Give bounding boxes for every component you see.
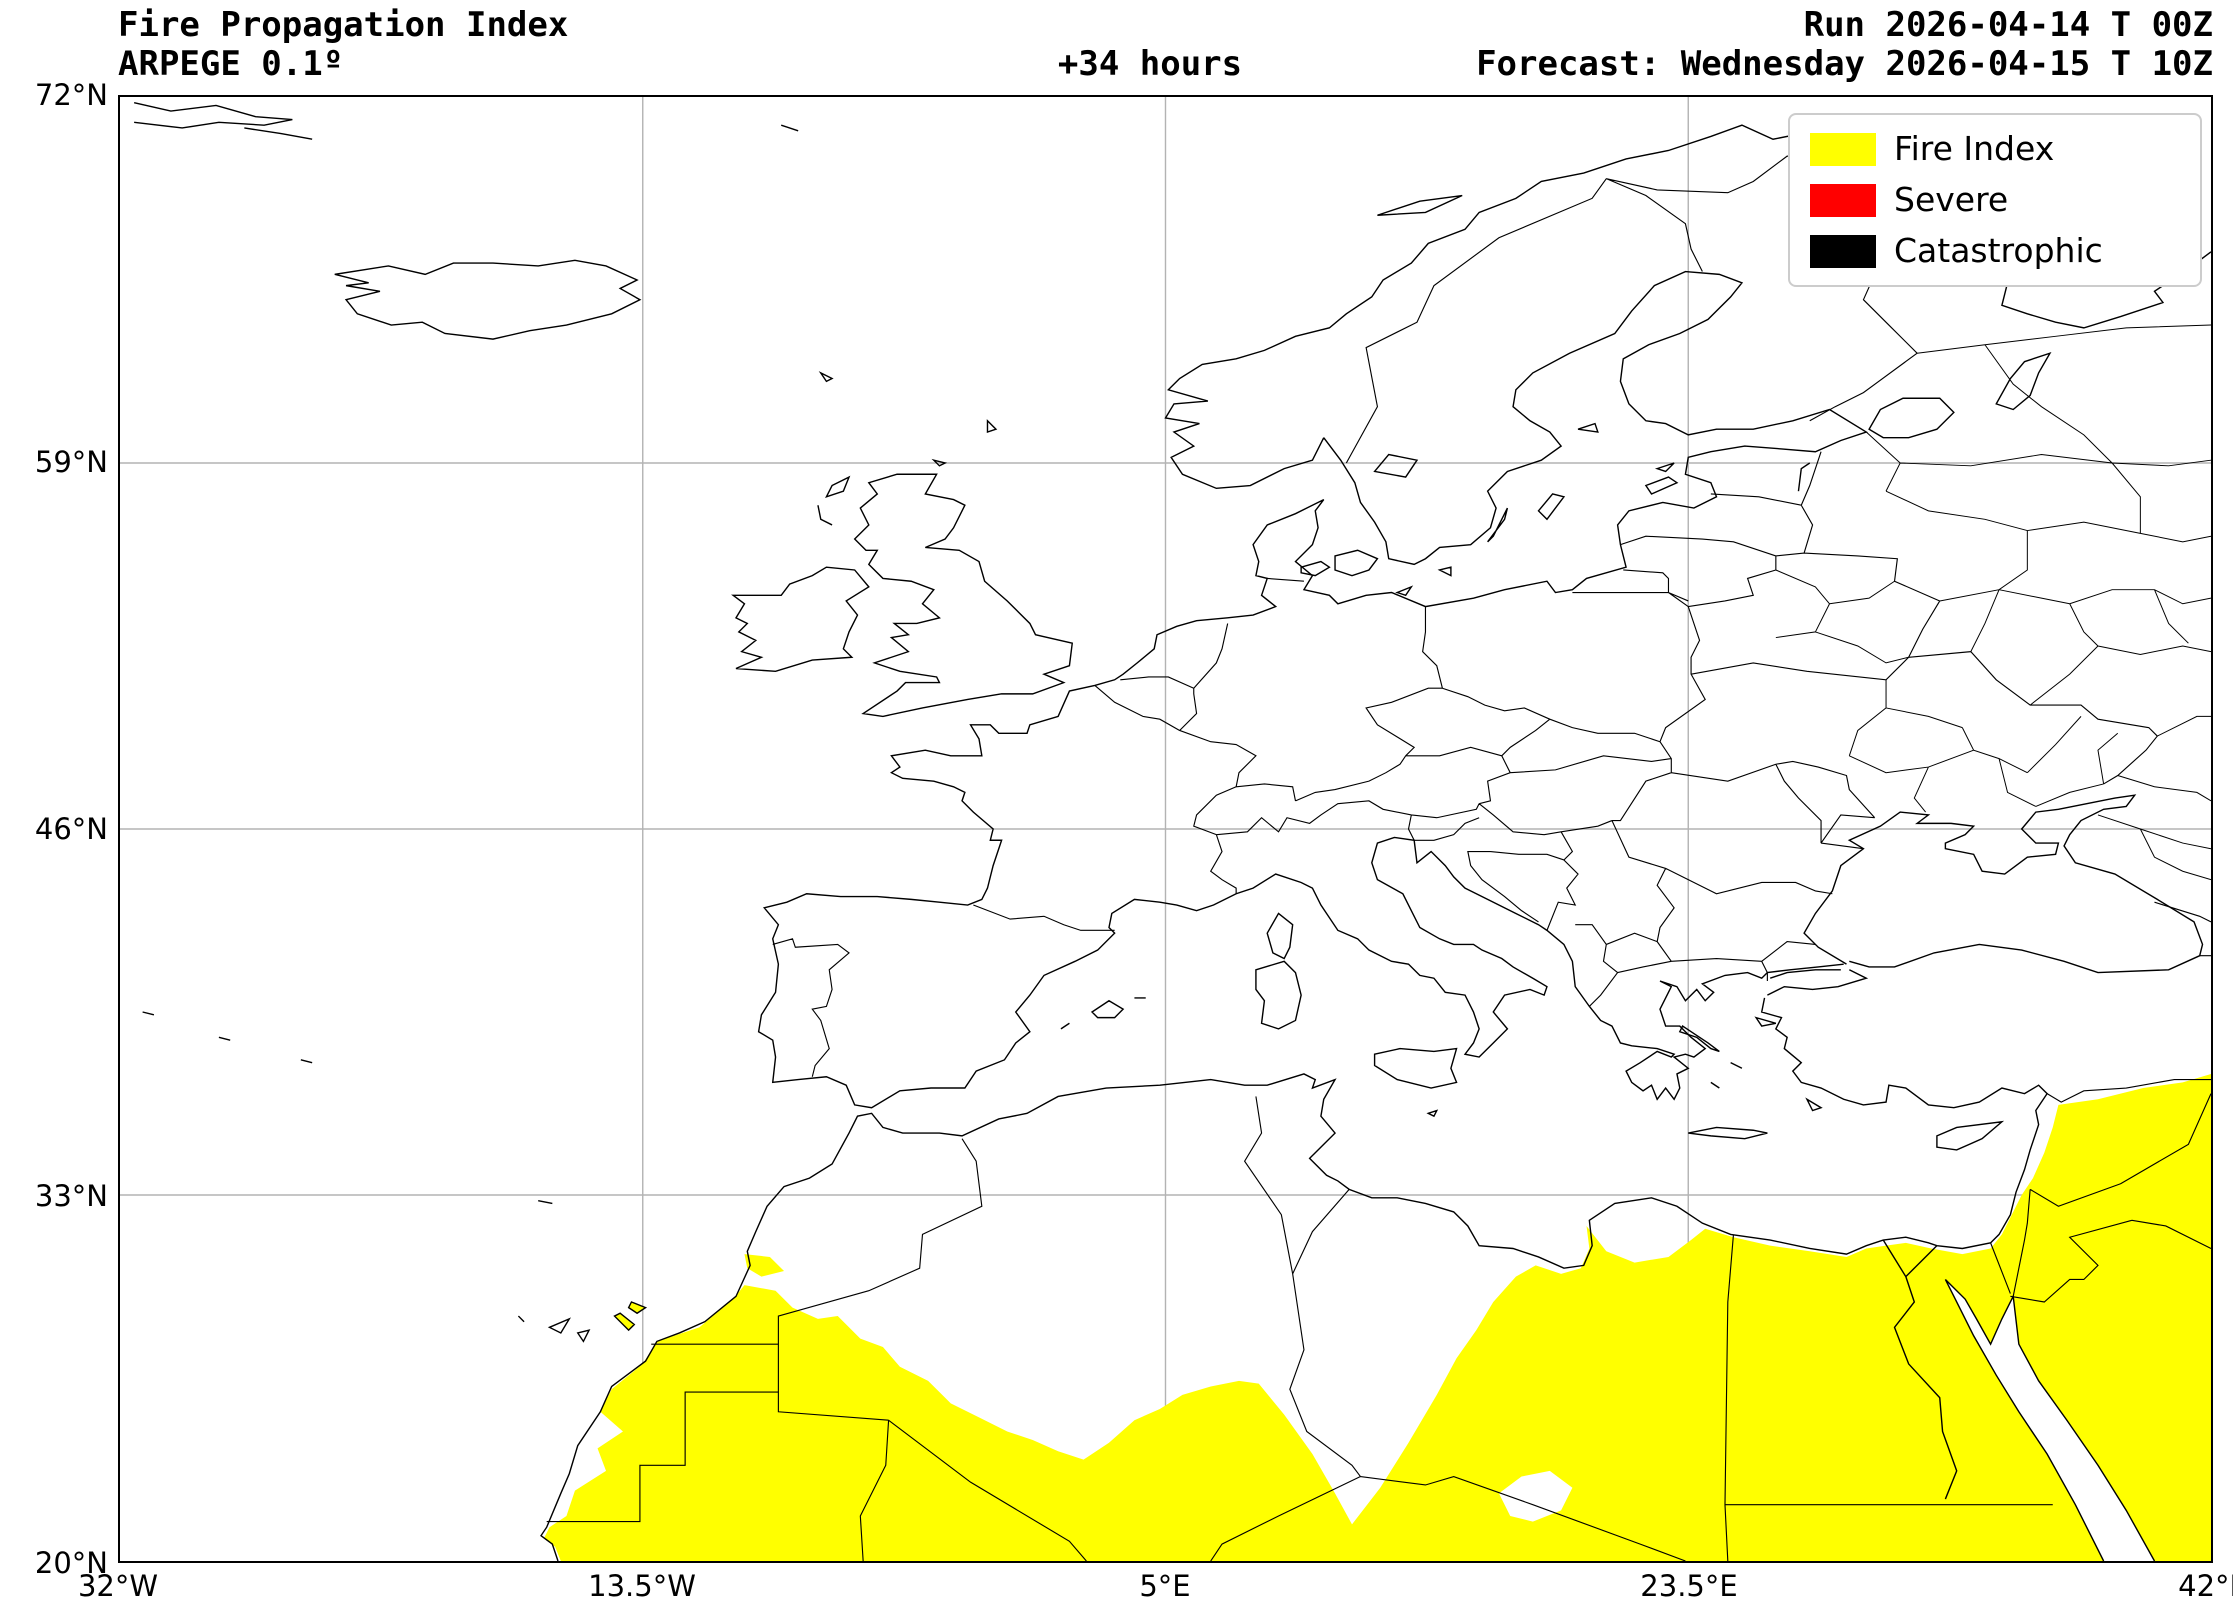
admin-borders-mesh bbox=[1775, 324, 2211, 881]
y-tick-20n: 20°N bbox=[34, 1546, 108, 1580]
title-block: Fire Propagation Index ARPEGE 0.1º bbox=[118, 6, 568, 84]
map-svg bbox=[120, 97, 2211, 1561]
x-tick-42e: 42°E bbox=[2178, 1569, 2233, 1603]
tibesti-overlay bbox=[1498, 1470, 1573, 1522]
legend-label-catastrophic: Catastrophic bbox=[1894, 231, 2103, 270]
run-info-block: Run 2026-04-14 T 00Z Forecast: Wednesday … bbox=[1476, 6, 2213, 84]
y-tick-72n: 72°N bbox=[34, 78, 108, 112]
x-tick-32w: 32°W bbox=[77, 1569, 159, 1603]
fire-index-region bbox=[543, 1073, 2211, 1561]
legend-item-severe: Severe bbox=[1810, 182, 2180, 218]
country-borders-africa-mideast bbox=[546, 1079, 2211, 1561]
gridlines bbox=[120, 97, 2211, 1561]
forecast-label: Forecast: Wednesday 2026-04-15 T 10Z bbox=[1476, 44, 2213, 84]
legend-label-severe: Severe bbox=[1894, 180, 2009, 219]
map-title: Fire Propagation Index bbox=[118, 5, 569, 45]
x-tick-5e: 5°E bbox=[1139, 1569, 1191, 1603]
country-borders-europe bbox=[772, 155, 2211, 1077]
coastline-europe bbox=[757, 124, 2211, 1109]
map-frame: Fire Index Severe Catastrophic bbox=[118, 95, 2213, 1563]
coastline-british-isles-iceland bbox=[133, 101, 1074, 718]
map-legend: Fire Index Severe Catastrophic bbox=[1788, 113, 2202, 287]
red-sea-overlay bbox=[1945, 1279, 2155, 1561]
legend-label-fire-index: Fire Index bbox=[1894, 129, 2055, 168]
lead-time-label: +34 hours bbox=[1057, 44, 1243, 84]
y-tick-46n: 46°N bbox=[34, 812, 108, 846]
coastline-blacksea bbox=[1803, 794, 2204, 974]
legend-swatch-fire-index bbox=[1810, 132, 1876, 166]
legend-swatch-catastrophic bbox=[1810, 234, 1876, 268]
legend-item-catastrophic: Catastrophic bbox=[1810, 233, 2180, 269]
sea-overlays bbox=[1498, 1279, 2155, 1561]
fire-region-sahara bbox=[543, 1073, 2211, 1561]
coastline-africa-levant bbox=[540, 997, 2156, 1561]
y-tick-59n: 59°N bbox=[34, 445, 108, 479]
legend-item-fire-index: Fire Index bbox=[1810, 131, 2180, 167]
y-tick-33n: 33°N bbox=[34, 1179, 108, 1213]
x-tick-23-5e: 23.5°E bbox=[1640, 1569, 1738, 1603]
model-label: ARPEGE 0.1º bbox=[118, 44, 344, 84]
legend-swatch-severe bbox=[1810, 183, 1876, 217]
x-tick-13-5w: 13.5°W bbox=[588, 1569, 696, 1603]
run-label: Run 2026-04-14 T 00Z bbox=[1803, 5, 2213, 45]
